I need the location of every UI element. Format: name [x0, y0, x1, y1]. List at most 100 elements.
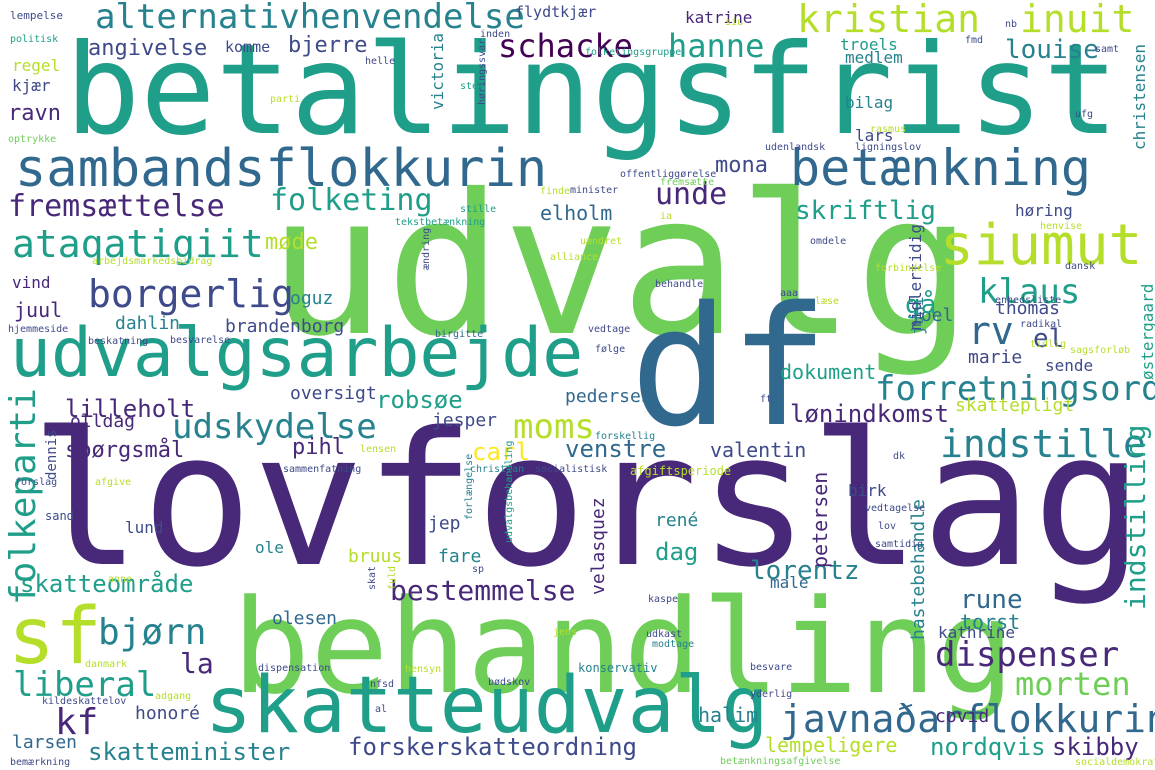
- word-siumut: siumut: [940, 213, 1143, 278]
- word-jep: jep: [428, 513, 461, 534]
- word-anne: anne: [108, 574, 133, 585]
- word-ataqatigiit: ataqatigiit: [12, 222, 264, 266]
- word-dispenser: dispenser: [935, 635, 1120, 675]
- word-sende: sende: [1045, 356, 1094, 375]
- word-sagsforloeb: sagsforløb: [1070, 345, 1131, 356]
- word-inden: inden: [480, 29, 511, 40]
- word-udkast: udkast: [646, 629, 683, 640]
- word-sf: sf: [8, 592, 102, 682]
- word-ligningslov: ligningslov: [855, 142, 922, 153]
- word-sand: sand: [45, 509, 74, 523]
- word-lensen: lensen: [360, 444, 397, 455]
- word-fare: fare: [438, 546, 482, 567]
- word-rv: rv: [968, 309, 1014, 353]
- word-valentin: valentin: [710, 438, 807, 462]
- word-bjorn: bjørn: [98, 612, 207, 653]
- word-lilleholt: lilleholt: [65, 395, 196, 423]
- word-nfsd: nfsd: [370, 679, 395, 690]
- word-lars: lars: [855, 126, 894, 145]
- word-forskerskatteordning: forskerskatteordning: [348, 733, 637, 761]
- word-dk: dk: [893, 451, 906, 462]
- word-omdele: omdele: [810, 236, 847, 247]
- word-birgitte: birgitte: [435, 329, 484, 340]
- word-petersen: petersen: [808, 471, 832, 568]
- word-dennis: dennis: [44, 429, 60, 480]
- word-indstilling: indstilling: [1119, 424, 1152, 610]
- word-lonindkomst: lønindkomst: [790, 400, 949, 428]
- word-dispensation: dispensation: [258, 663, 331, 674]
- word-klaus: klaus: [978, 272, 1081, 312]
- word-olldag: olldag: [70, 411, 136, 432]
- word-skat: skat: [367, 565, 378, 590]
- word-regel: regel: [12, 56, 61, 75]
- word-lempelse: lempelse: [10, 9, 63, 22]
- word-nordqvis: nordqvis: [930, 733, 1046, 761]
- word-brandenborg: brandenborg: [225, 316, 345, 337]
- word-christian: christian: [470, 464, 525, 475]
- word-lov: lov: [878, 521, 897, 532]
- word-rene: rené: [655, 510, 699, 531]
- word-folketing: folketing: [270, 183, 433, 218]
- word-komme: komme: [225, 38, 271, 56]
- word-fremsaettelse: fremsættelse: [8, 189, 225, 224]
- word-bemaerkning: bemærkning: [10, 757, 71, 768]
- word-skatteudvalg: skatteudvalg: [205, 661, 769, 751]
- word-ufg: ufg: [1075, 109, 1094, 120]
- word-louise: louise: [1005, 35, 1099, 65]
- word-alliance: alliance: [550, 252, 599, 263]
- word-ia: ia: [660, 211, 673, 222]
- word-behandling: behandling: [232, 571, 1015, 723]
- word-forslag: forslag: [15, 477, 58, 488]
- word-halim: halim: [698, 703, 759, 727]
- word-arbejdsmarkedsbidrag: arbejdsmarkedsbidrag: [92, 256, 213, 267]
- word-skatteminister: skatteminister: [88, 738, 291, 766]
- word-kaspe: kaspe: [648, 594, 679, 605]
- word-moms: moms: [513, 407, 595, 447]
- word-helle: helle: [365, 56, 396, 67]
- word-henvise: henvise: [1040, 221, 1083, 232]
- word-aaa: aaa: [780, 288, 799, 299]
- word-oestergaard: østergaard: [1138, 283, 1155, 380]
- word-baedskov: bødskov: [488, 677, 531, 688]
- word-betalingsfrist: betalingsfrist: [65, 18, 1119, 163]
- word-dokument: dokument: [780, 360, 877, 384]
- word-skattepligt: skattepligt: [955, 395, 1075, 416]
- word-hoeringssvar: høringssvar: [477, 38, 488, 105]
- word-carl: carl: [472, 438, 530, 466]
- word-sted: sted: [460, 81, 485, 92]
- word-ydeerlig: yderlig: [750, 689, 793, 700]
- word-forskellig: forskellig: [595, 431, 656, 442]
- word-medlem: medlem: [845, 48, 903, 67]
- word-hanne: hanne: [668, 27, 765, 65]
- word-mode: møde: [265, 230, 318, 255]
- word-bjerre: bjerre: [288, 33, 368, 58]
- word-jens: jens: [553, 627, 578, 638]
- word-folketingsgruppe: folketingsgruppe: [585, 47, 682, 58]
- word-birk: birk: [848, 481, 887, 500]
- word-lorentz: lorentz: [750, 556, 860, 586]
- word-nb: nb: [1005, 19, 1018, 30]
- word-el: el: [1033, 324, 1065, 354]
- word-udvalgsbehandling: udvalgsbehandling: [504, 440, 515, 543]
- word-konservativ: konservativ: [578, 661, 658, 675]
- word-thomas: thomas: [995, 298, 1061, 319]
- word-politisk: politisk: [10, 34, 59, 45]
- word-male: male: [770, 573, 809, 592]
- word-afgiftsperiode: afgiftsperiode: [630, 464, 732, 478]
- word-alternativhenvendelse: alternativhenvendelse: [95, 0, 525, 37]
- word-danmark: danmark: [85, 659, 128, 670]
- word-sp: sp: [472, 564, 485, 575]
- word-lovforslag: lovforslag: [30, 392, 1144, 608]
- word-tekstbetaenkning: tekstbetænkning: [395, 217, 486, 228]
- word-christensen: christensen: [1130, 44, 1149, 150]
- word-bestemmelse: bestemmelse: [390, 574, 576, 607]
- word-gaa: gå: [905, 290, 937, 320]
- word-troels: troels: [840, 35, 898, 54]
- word-enhedsliste: enhedsliste: [995, 295, 1062, 306]
- word-betaenkningsafgivelse: betænkningsafgivelse: [720, 756, 841, 767]
- word-fremsaette: fremsætte: [660, 177, 715, 188]
- word-parti: parti: [270, 94, 301, 105]
- word-midlertidig: midlertidig: [906, 224, 925, 330]
- word-kathrine: kathrine: [938, 623, 1016, 642]
- word-torst: torst: [960, 610, 1021, 634]
